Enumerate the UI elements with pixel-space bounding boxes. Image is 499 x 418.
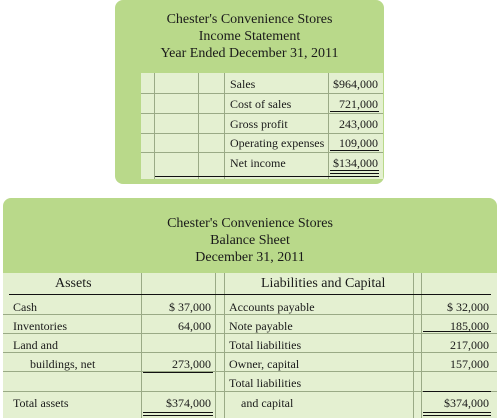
is-row-value: 721,000 bbox=[339, 97, 378, 111]
is-row-label: Gross profit bbox=[230, 117, 288, 131]
is-row-label: Net income bbox=[230, 156, 286, 170]
income-statement-title: Income Statement bbox=[198, 29, 301, 44]
liability-value: 157,000 bbox=[450, 357, 489, 371]
liability-label: Owner, capital bbox=[229, 357, 300, 371]
balance-sheet-card: Chester's Convenience Stores Balance She… bbox=[3, 198, 497, 418]
liability-label: Total liabilities bbox=[229, 338, 302, 352]
balance-sheet-table: Assets Liabilities and Capital Cash $ 37… bbox=[3, 273, 497, 418]
asset-label: buildings, net bbox=[30, 357, 96, 371]
is-row-value: $964,000 bbox=[333, 77, 378, 91]
asset-label: Land and bbox=[13, 338, 58, 352]
income-statement-company: Chester's Convenience Stores bbox=[166, 12, 333, 27]
balance-sheet-title: Balance Sheet bbox=[210, 233, 290, 248]
liability-label: Total liabilities bbox=[229, 376, 302, 390]
asset-label: Cash bbox=[13, 300, 37, 314]
liability-label: Accounts payable bbox=[229, 300, 315, 314]
balance-sheet-company: Chester's Convenience Stores bbox=[167, 216, 333, 231]
income-statement-period: Year Ended December 31, 2011 bbox=[160, 46, 339, 61]
is-row-value: 109,000 bbox=[339, 136, 378, 150]
liability-label: Note payable bbox=[229, 319, 293, 333]
balance-sheet-date: December 31, 2011 bbox=[195, 250, 305, 265]
asset-total-label: Total assets bbox=[13, 396, 69, 410]
income-statement-table: Sales $964,000 Cost of sales 721,000 Gro… bbox=[141, 73, 383, 179]
liability-total-value: $374,000 bbox=[444, 396, 489, 410]
is-row-label: Sales bbox=[230, 77, 256, 91]
asset-value: 273,000 bbox=[172, 357, 211, 371]
asset-value: $ 37,000 bbox=[169, 300, 211, 314]
asset-total-value: $374,000 bbox=[166, 396, 211, 410]
liability-value: 217,000 bbox=[450, 338, 489, 352]
is-row-value: 243,000 bbox=[339, 117, 378, 131]
liabilities-header: Liabilities and Capital bbox=[261, 276, 386, 291]
liability-value: 185,000 bbox=[450, 319, 489, 333]
assets-header: Assets bbox=[55, 276, 92, 291]
is-row-value: $134,000 bbox=[333, 156, 378, 170]
is-row-label: Cost of sales bbox=[230, 97, 292, 111]
liability-total-label: and capital bbox=[241, 396, 294, 410]
is-row-label: Operating expenses bbox=[230, 136, 325, 150]
asset-value: 64,000 bbox=[178, 319, 211, 333]
asset-label: Inventories bbox=[13, 319, 67, 333]
income-statement-card: Chester's Convenience Stores Income Stat… bbox=[115, 0, 384, 184]
liability-value: $ 32,000 bbox=[447, 300, 489, 314]
